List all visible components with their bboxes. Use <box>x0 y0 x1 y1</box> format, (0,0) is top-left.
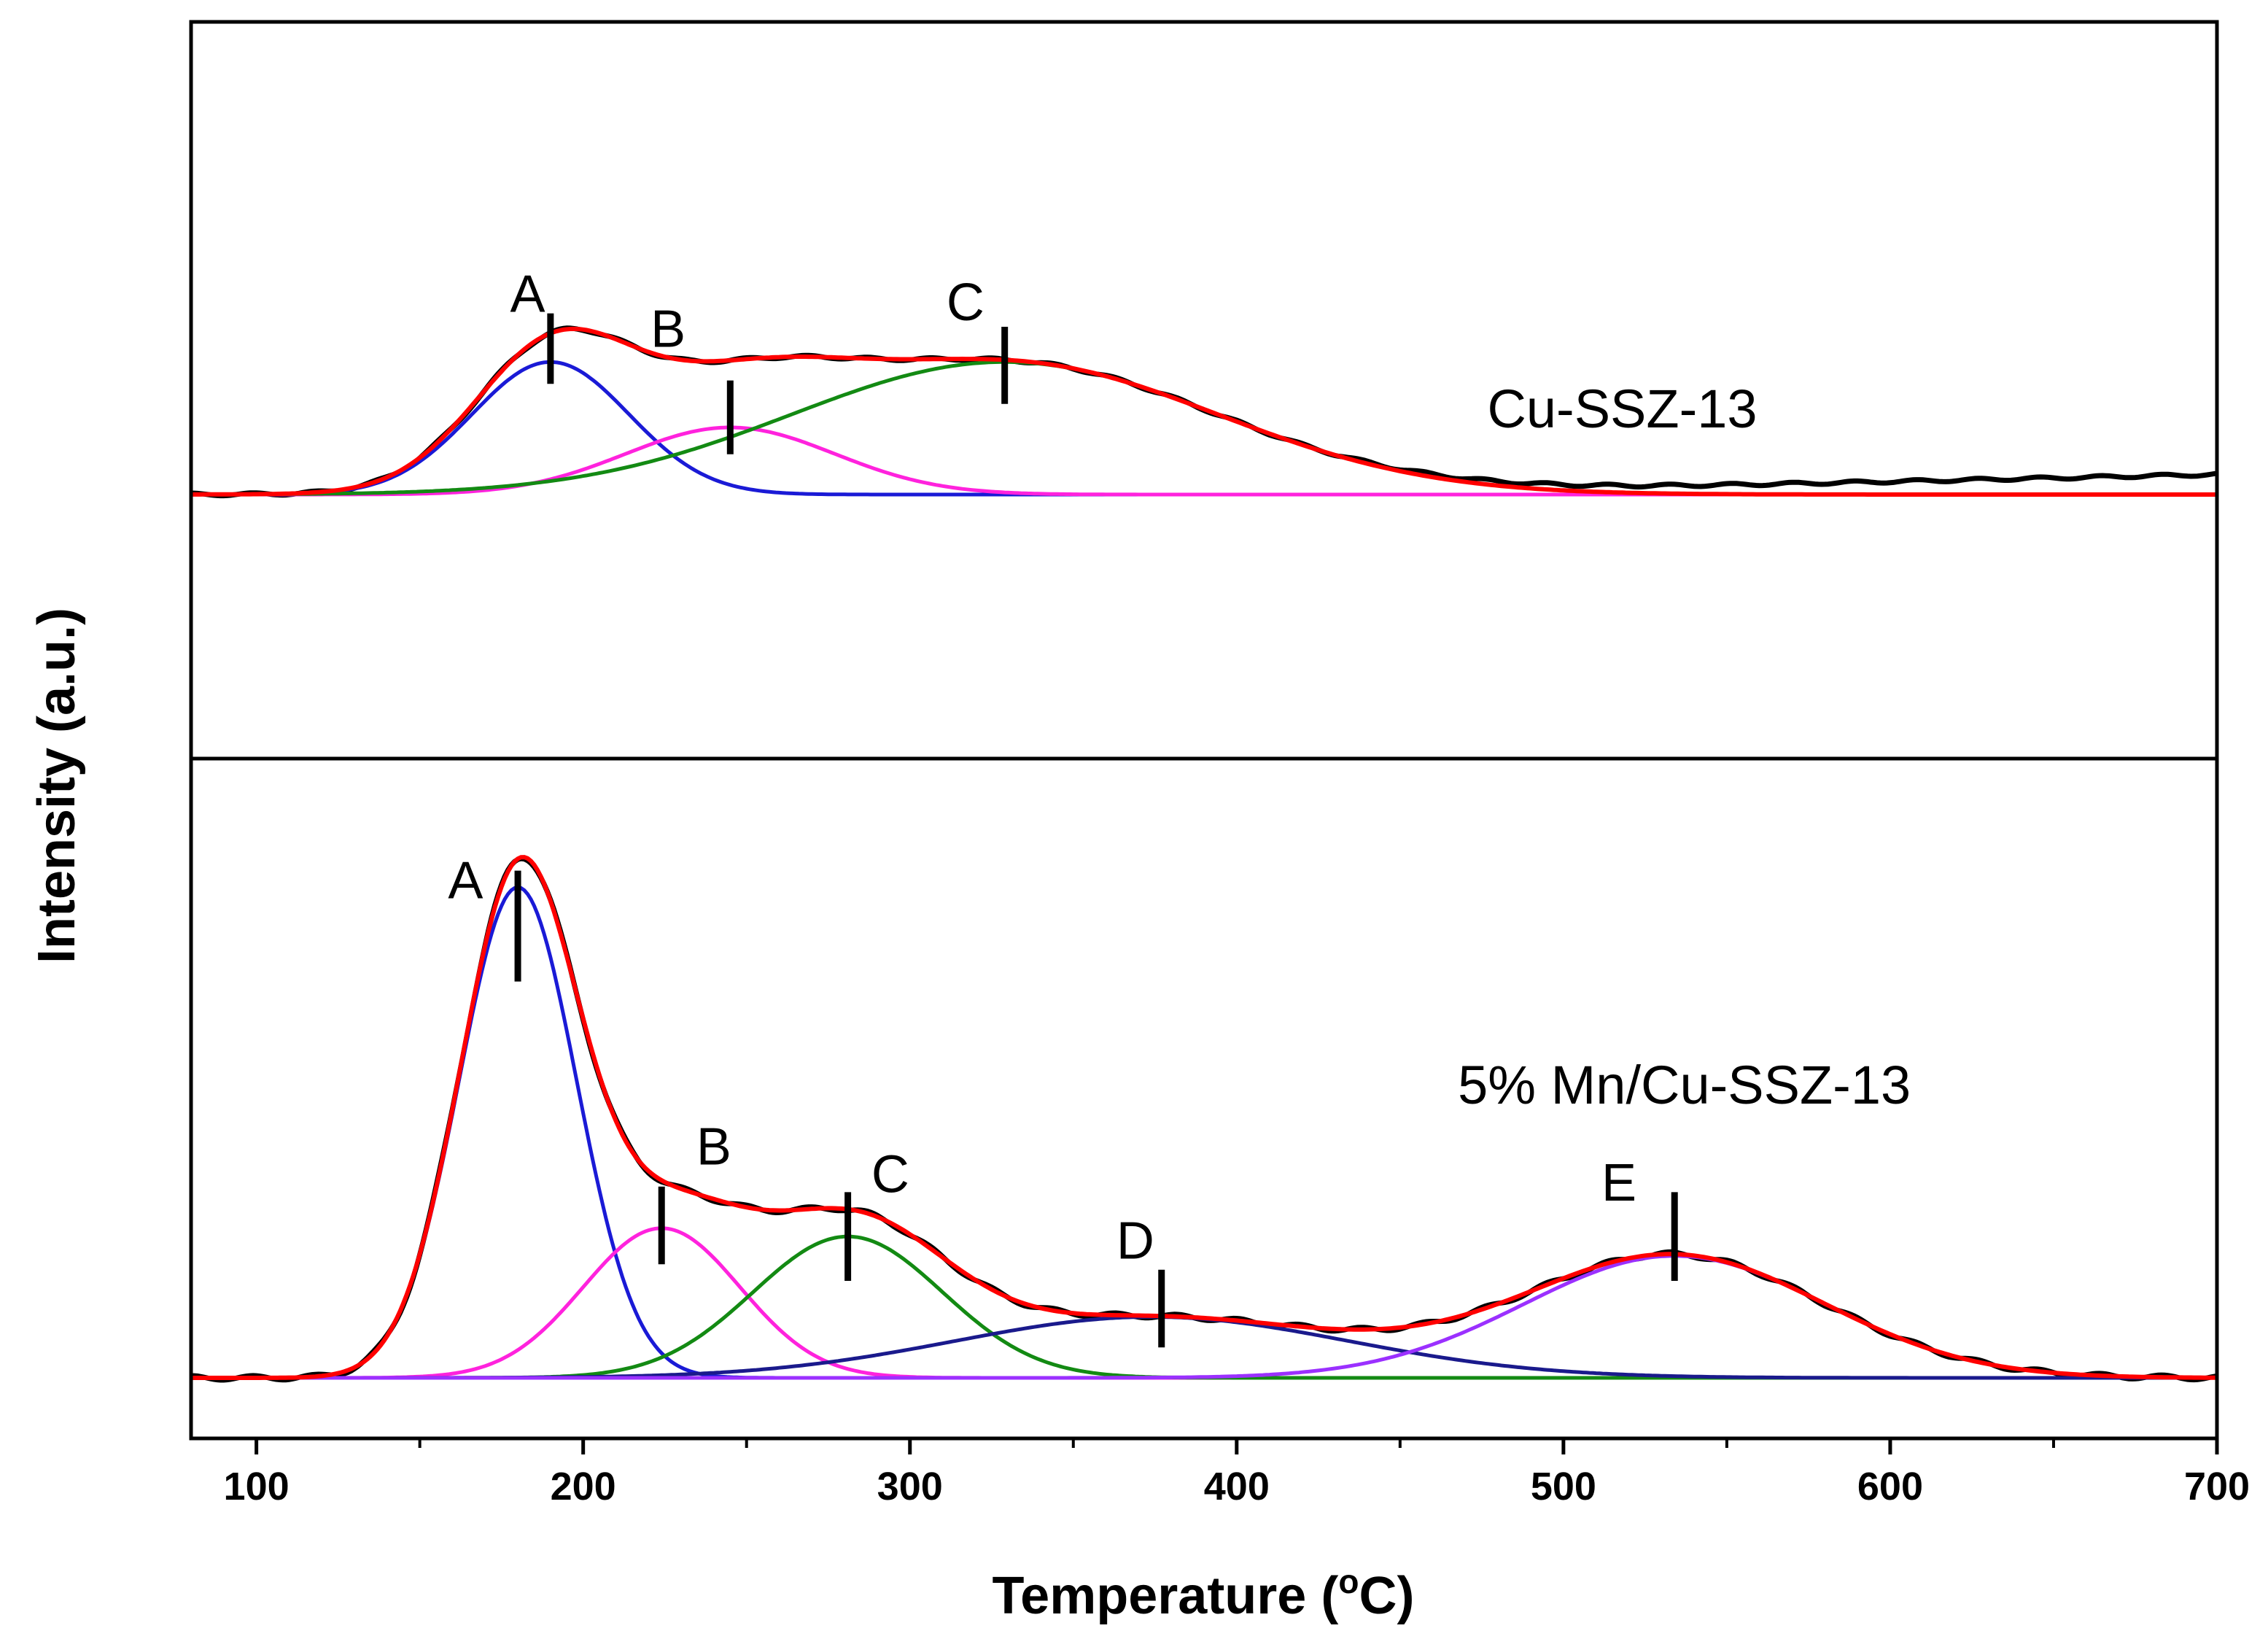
x-axis-title-suffix: C) <box>1359 1567 1414 1625</box>
fit-sum-top <box>191 326 2217 497</box>
measured-curve-top <box>191 325 2217 499</box>
peak-label-top-C: C <box>947 274 985 332</box>
peak-label-top-B: B <box>651 301 686 359</box>
peak-label-bottom-D: D <box>1116 1212 1154 1271</box>
panel-top: A B C Cu-SSZ-13 <box>191 265 2217 499</box>
peak-label-bottom-B: B <box>696 1117 731 1176</box>
plot-frame <box>189 20 2219 1441</box>
x-axis-title: Temperature (oC) <box>993 1562 1415 1625</box>
x-tick-label-200: 200 <box>551 1465 616 1508</box>
x-axis-title-superscript: o <box>1338 1562 1359 1600</box>
peak-C-bottom <box>191 1234 2217 1380</box>
peak-A-bottom <box>191 885 2217 1380</box>
fit-sum-bottom <box>191 855 2217 1380</box>
peak-label-bottom-E: E <box>1601 1154 1636 1212</box>
y-axis-title: Intensity (a.u.) <box>28 608 86 964</box>
sample-label-top: Cu-SSZ-13 <box>1487 379 1757 439</box>
x-tick-label-400: 400 <box>1204 1465 1270 1508</box>
x-tick-label-700: 700 <box>2184 1465 2250 1508</box>
frame-layer <box>189 20 2219 1441</box>
peak-D-bottom <box>191 1314 2217 1380</box>
x-axis-title-text: Temperature ( <box>993 1567 1339 1625</box>
panel-bottom: A B C D E 5% Mn/Cu-SSZ-13 <box>191 852 2217 1383</box>
x-tick-label-100: 100 <box>224 1465 290 1508</box>
plot-layer: A B C Cu-SSZ-13 A B C D E 5% Mn/Cu-SSZ-13 <box>191 265 2217 1383</box>
measured-curve-bottom <box>191 856 2217 1383</box>
panel-top-curves <box>191 325 2217 499</box>
x-tick-label-600: 600 <box>1857 1465 1923 1508</box>
peak-label-top-A: A <box>510 265 545 323</box>
sample-label-bottom: 5% Mn/Cu-SSZ-13 <box>1458 1055 1911 1115</box>
x-axis: 100 200 300 400 500 600 700 <box>224 1438 2250 1508</box>
peak-label-bottom-C: C <box>871 1145 909 1204</box>
x-tick-label-300: 300 <box>877 1465 943 1508</box>
peak-B-bottom <box>191 1226 2217 1380</box>
peak-label-bottom-A: A <box>448 852 483 910</box>
panel-bottom-curves <box>191 855 2217 1383</box>
x-tick-label-500: 500 <box>1531 1465 1596 1508</box>
peak-B-top <box>191 425 2217 497</box>
